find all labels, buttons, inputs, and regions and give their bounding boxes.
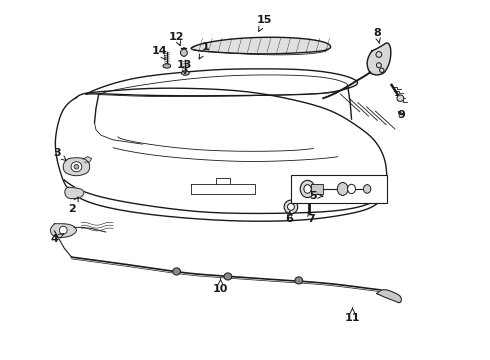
Ellipse shape (71, 162, 82, 172)
Ellipse shape (181, 71, 189, 75)
Text: 5: 5 (310, 191, 323, 201)
Ellipse shape (163, 64, 171, 68)
Ellipse shape (284, 200, 298, 214)
Text: 7: 7 (307, 211, 315, 224)
Polygon shape (367, 43, 391, 75)
Polygon shape (191, 37, 331, 54)
Ellipse shape (295, 277, 303, 284)
Ellipse shape (224, 273, 232, 280)
Text: 9: 9 (397, 111, 405, 121)
Polygon shape (83, 157, 92, 162)
Text: 1: 1 (199, 42, 210, 59)
Text: 11: 11 (345, 307, 360, 323)
Polygon shape (63, 158, 90, 176)
Text: 8: 8 (373, 28, 381, 44)
Ellipse shape (397, 95, 404, 102)
Bar (311, 184, 323, 194)
Text: 10: 10 (213, 279, 228, 294)
Text: 3: 3 (53, 148, 66, 161)
Text: 6: 6 (285, 211, 293, 224)
Ellipse shape (59, 226, 67, 234)
Ellipse shape (304, 185, 311, 193)
Text: 4: 4 (50, 234, 64, 244)
Ellipse shape (364, 185, 371, 193)
Text: 15: 15 (257, 15, 272, 31)
Text: 13: 13 (176, 60, 192, 74)
Polygon shape (65, 187, 84, 199)
Text: 12: 12 (169, 32, 184, 46)
Ellipse shape (288, 203, 294, 210)
Polygon shape (377, 290, 401, 303)
Bar (292, 175, 387, 203)
Ellipse shape (337, 183, 348, 195)
Ellipse shape (347, 184, 355, 194)
Ellipse shape (180, 49, 187, 56)
Ellipse shape (300, 180, 315, 198)
Polygon shape (50, 224, 76, 237)
Text: 14: 14 (152, 46, 167, 60)
Text: 2: 2 (68, 197, 78, 214)
Ellipse shape (172, 268, 180, 275)
Ellipse shape (74, 165, 79, 169)
